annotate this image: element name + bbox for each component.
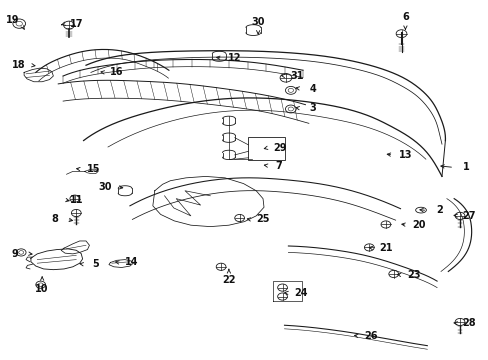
Text: 16: 16 — [110, 67, 123, 77]
Text: 30: 30 — [99, 182, 112, 192]
Text: 19: 19 — [6, 15, 20, 26]
Text: 14: 14 — [124, 257, 138, 267]
Text: 4: 4 — [309, 84, 316, 94]
Text: 29: 29 — [273, 143, 286, 153]
Text: 10: 10 — [35, 284, 49, 294]
Text: 5: 5 — [92, 259, 99, 269]
Text: 22: 22 — [222, 275, 235, 285]
Text: 18: 18 — [12, 60, 26, 70]
Text: 11: 11 — [69, 195, 83, 205]
Text: 23: 23 — [407, 270, 420, 280]
Text: 1: 1 — [462, 162, 469, 172]
Text: 26: 26 — [364, 331, 377, 341]
Text: 3: 3 — [309, 103, 316, 113]
Text: 25: 25 — [256, 215, 269, 224]
Text: 20: 20 — [411, 220, 425, 230]
Text: 27: 27 — [461, 211, 474, 221]
Text: 15: 15 — [86, 164, 100, 174]
Text: 9: 9 — [12, 248, 19, 258]
Text: 28: 28 — [461, 319, 475, 328]
Text: 6: 6 — [401, 12, 408, 22]
Text: 17: 17 — [69, 19, 83, 29]
Text: 7: 7 — [275, 161, 282, 171]
Text: 12: 12 — [227, 53, 241, 63]
Text: 30: 30 — [251, 17, 264, 27]
Text: 2: 2 — [435, 206, 442, 216]
Text: 8: 8 — [51, 215, 58, 224]
Text: 24: 24 — [293, 288, 306, 298]
Text: 31: 31 — [290, 71, 303, 81]
Text: 21: 21 — [378, 243, 392, 253]
Text: 13: 13 — [398, 150, 411, 160]
